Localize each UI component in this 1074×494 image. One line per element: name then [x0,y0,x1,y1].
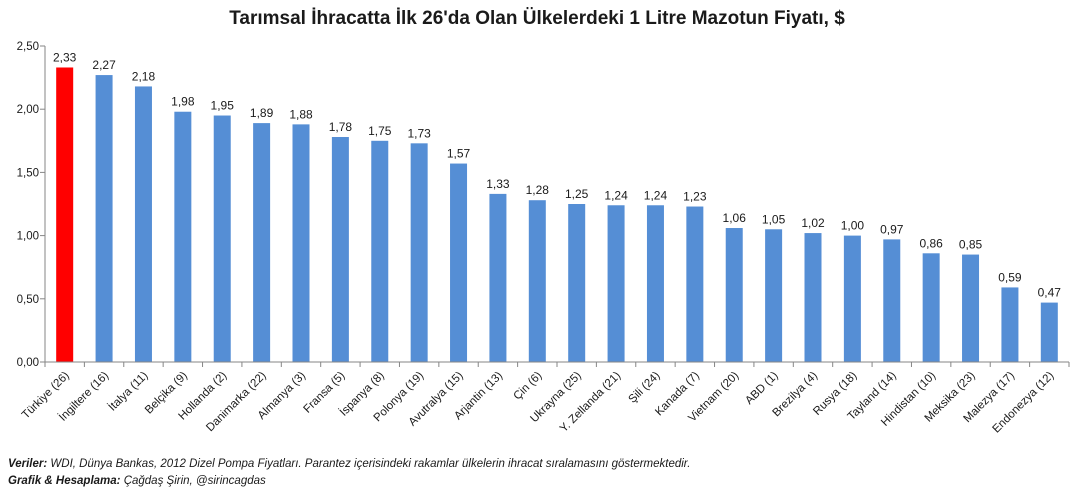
bar-value-label: 1,75 [368,124,392,138]
bar [1040,302,1058,362]
bar-value-label: 1,23 [683,190,707,204]
bar-value-label: 1,25 [565,187,589,201]
bar-value-label: 0,47 [1038,286,1062,300]
bar-value-label: 2,18 [132,69,156,83]
bar [686,206,704,362]
bar [331,137,349,362]
bar [450,163,468,362]
bar [410,143,428,362]
bar-value-label: 0,59 [998,270,1022,284]
y-tick-label: 1,00 [17,231,39,243]
bar-value-label: 1,98 [171,95,195,109]
y-tick-label: 1,50 [17,167,39,179]
y-tick-label: 2,50 [17,41,39,53]
x-axis: Türkiye (26)İngiltere (16)İtalya (11)Bel… [20,361,1070,436]
bar [528,200,546,362]
bar-value-label: 1,24 [644,188,668,202]
bar [56,67,74,362]
chart-title: Tarımsal İhracatta İlk 26'da Olan Ülkele… [229,8,845,29]
footer-source: Veriler: WDI, Dünya Bankas, 2012 Dizel P… [8,458,690,470]
bar [883,239,901,362]
bar [962,254,980,362]
bar [371,140,389,362]
bar [292,124,310,362]
bar [607,205,625,362]
bar [568,204,586,362]
footer-credit: Grafik & Hesaplama: Çağdaş Şirin, @sirin… [8,475,266,487]
bar-value-label: 0,85 [959,238,983,252]
bar-value-label: 1,95 [211,99,235,113]
bar [134,86,152,362]
bar-value-label: 1,00 [841,219,865,233]
bar [174,111,192,362]
bar-value-label: 2,27 [92,58,116,72]
y-tick-label: 0,50 [17,294,39,306]
bar [1001,287,1019,362]
bar-value-label: 0,97 [880,222,904,236]
x-category-label: Çin (6) [512,370,545,403]
bar-value-label: 1,89 [250,106,274,120]
bar-value-label: 1,78 [329,120,353,134]
bar [95,75,113,363]
x-category-label: ABD (1) [743,370,781,408]
y-tick-label: 2,00 [17,104,39,116]
footer-credit-label: Grafik & Hesaplama: [8,475,121,487]
y-axis: 0,00 0,50 1,00 1,50 2,00 2,50 [17,41,46,369]
bar-value-label: 1,88 [289,107,313,121]
footer-credit-text: Çağdaş Şirin, @sirincagdas [120,475,266,487]
x-category-label: Şili (24) [627,370,663,406]
bar [213,115,231,363]
bar-value-label: 1,73 [407,126,431,140]
bar-value-label: 1,02 [801,216,825,230]
bar [253,123,271,362]
footer-source-text: WDI, Dünya Bankas, 2012 Dizel Pompa Fiya… [47,458,691,470]
bar-value-label: 1,57 [447,147,471,161]
bar [725,228,743,362]
y-tick-label: 0,00 [17,357,39,369]
bar [489,193,507,362]
bar [765,229,783,362]
bar [646,205,664,362]
footer-source-label: Veriler: [8,458,48,470]
bars [56,67,1058,363]
bar-value-label: 2,33 [53,50,77,64]
bar-value-label: 1,06 [723,211,747,225]
bar-value-label: 1,33 [486,177,510,191]
value-labels: 2,33 2,27 2,18 1,98 1,95 1,89 1,88 1,78 1,75 1,73… [53,50,1061,299]
bar-value-label: 1,05 [762,212,786,226]
bar [804,233,822,362]
bar [922,253,940,362]
bar-value-label: 1,24 [604,188,628,202]
bar-value-label: 1,28 [526,183,550,197]
bar-value-label: 0,86 [919,236,943,250]
bar [843,235,861,362]
